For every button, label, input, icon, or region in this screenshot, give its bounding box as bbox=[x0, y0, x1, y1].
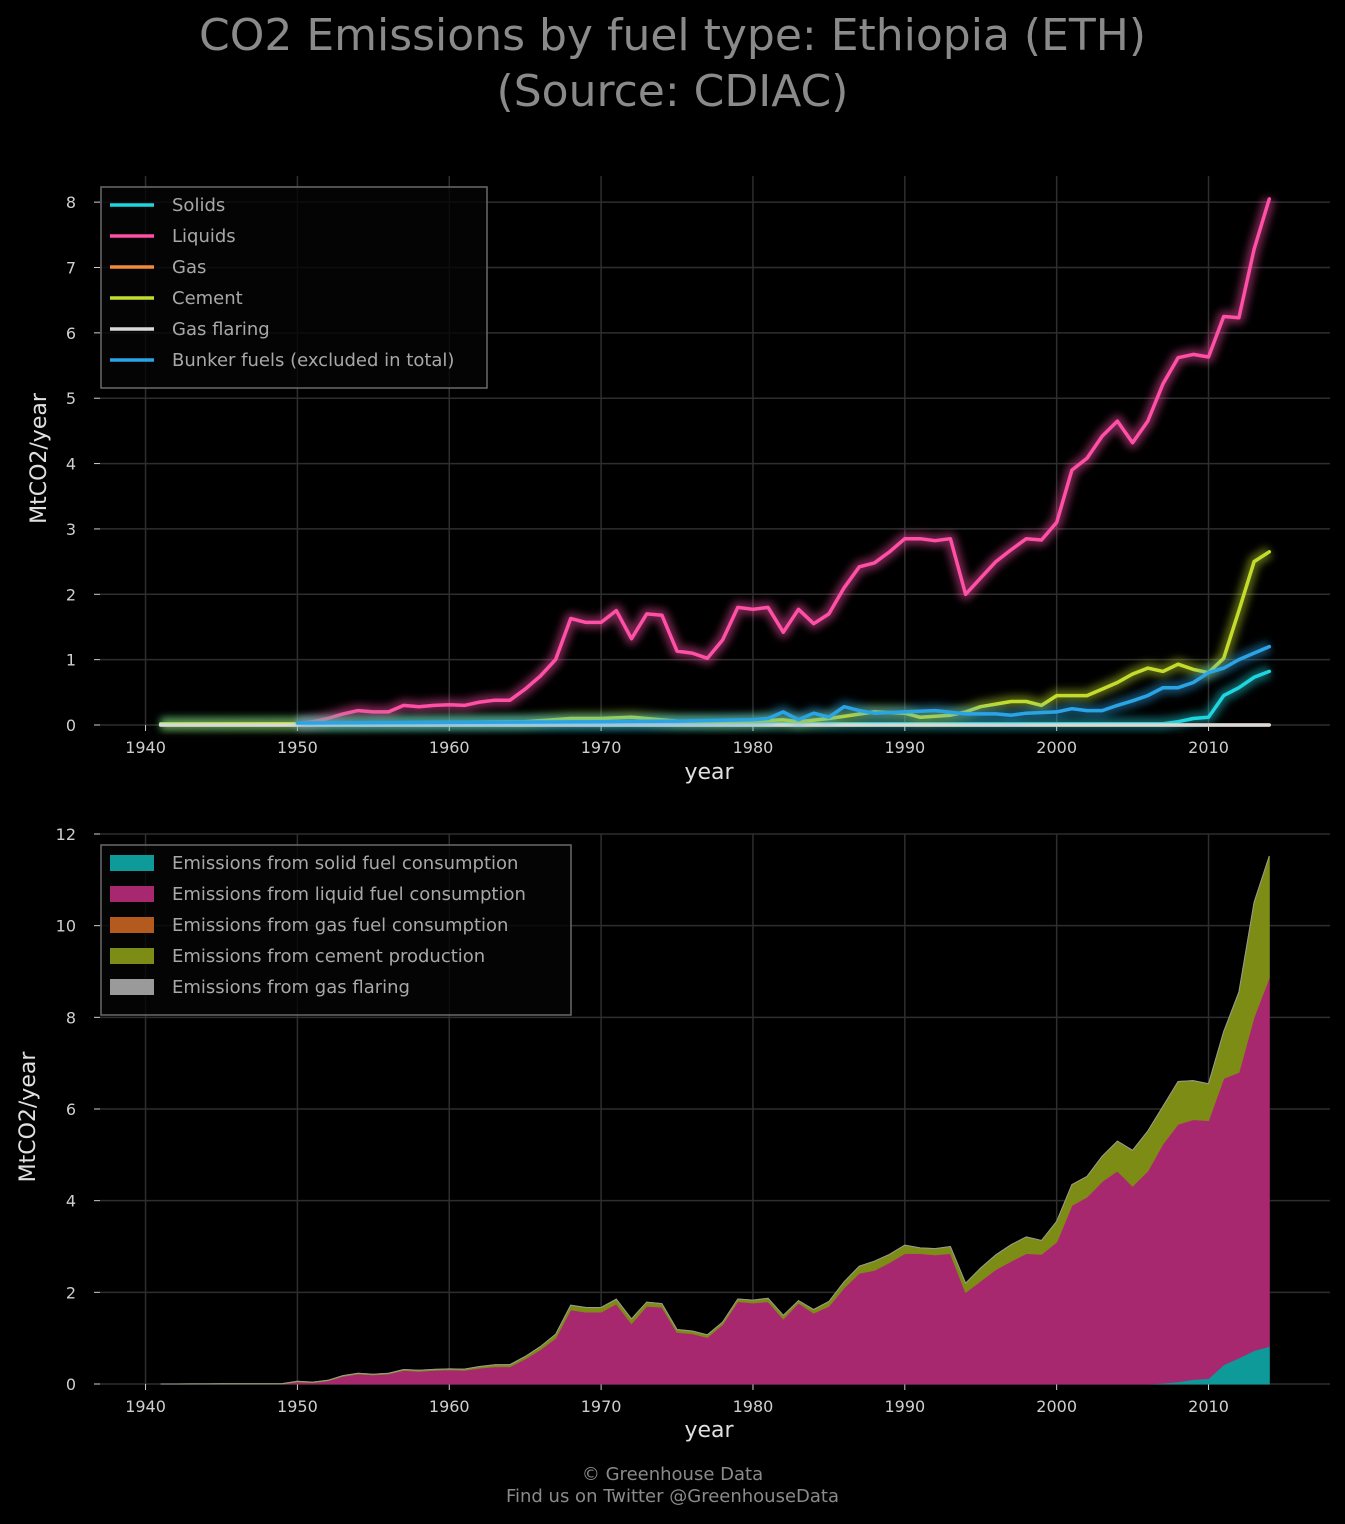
series-glow bbox=[160, 546, 1273, 731]
y-tick-label: 2 bbox=[66, 585, 76, 604]
x-tick-label: 1990 bbox=[884, 1397, 925, 1416]
x-tick-label: 2000 bbox=[1036, 738, 1077, 757]
legend-swatch bbox=[110, 917, 154, 933]
title-line-2: (Source: CDIAC) bbox=[496, 66, 849, 117]
x-tick-label: 1980 bbox=[733, 1397, 774, 1416]
x-tick-label: 1960 bbox=[429, 738, 470, 757]
line-chart-panel: 1940 1950 1960 1970 1980 1990 2000 2010 0 1 2 3 4 5 6 7… bbox=[27, 176, 1330, 785]
legend-label: Liquids bbox=[172, 226, 236, 247]
legend-swatch bbox=[110, 948, 154, 964]
x-tick-label: 2010 bbox=[1188, 738, 1229, 757]
x-tick-label: 1980 bbox=[733, 738, 774, 757]
x-axis-label: year bbox=[684, 1418, 734, 1443]
y-tick-label: 2 bbox=[66, 1283, 76, 1302]
series-line bbox=[295, 644, 1272, 725]
chart-title: CO2 Emissions by fuel type: Ethiopia (ET… bbox=[0, 8, 1345, 120]
y-tick-label: 8 bbox=[66, 193, 76, 212]
y-tick-label: 3 bbox=[66, 520, 76, 539]
x-tick-label: 2000 bbox=[1036, 1397, 1077, 1416]
y-tick-label: 0 bbox=[66, 716, 76, 735]
legend-box bbox=[100, 844, 572, 1016]
axes: 1940 1950 1960 1970 1980 1990 2000 2010 0 2 4 6 8 10 1… bbox=[16, 825, 1229, 1443]
series-line bbox=[158, 550, 1272, 727]
y-tick-label: 1 bbox=[66, 651, 76, 670]
y-tick-label: 4 bbox=[66, 1192, 76, 1211]
series-line bbox=[295, 197, 1272, 726]
footer: © Greenhouse Data Find us on Twitter @Gr… bbox=[0, 1464, 1345, 1508]
legend-label: Emissions from gas fuel consumption bbox=[172, 915, 508, 936]
title-line-1: CO2 Emissions by fuel type: Ethiopia (ET… bbox=[198, 10, 1146, 61]
y-tick-label: 12 bbox=[56, 825, 76, 844]
legend-swatch bbox=[110, 886, 154, 902]
legend: Emissions from solid fuel consumption Emi… bbox=[100, 844, 572, 1016]
y-tick-label: 6 bbox=[66, 1100, 76, 1119]
legend-label: Emissions from liquid fuel consumption bbox=[172, 884, 526, 905]
footer-twitter: Find us on Twitter @GreenhouseData bbox=[505, 1486, 840, 1507]
x-tick-label: 1960 bbox=[429, 1397, 470, 1416]
legend-label: Emissions from gas flaring bbox=[172, 977, 410, 998]
y-tick-label: 8 bbox=[66, 1008, 76, 1027]
legend-box bbox=[100, 186, 488, 389]
x-tick-label: 1940 bbox=[125, 738, 166, 757]
legend: Solids Liquids Gas Cement Gas flaring Bunker … bbox=[100, 186, 488, 389]
y-tick-label: 10 bbox=[56, 917, 76, 936]
legend-label: Solids bbox=[172, 195, 225, 216]
x-tick-label: 1970 bbox=[581, 738, 622, 757]
legend-label: Gas bbox=[172, 257, 206, 278]
x-tick-label: 1950 bbox=[277, 1397, 318, 1416]
footer-copyright: © Greenhouse Data bbox=[581, 1464, 764, 1485]
grid bbox=[100, 176, 1330, 726]
y-tick-label: 4 bbox=[66, 455, 76, 474]
legend-label: Emissions from cement production bbox=[172, 946, 485, 967]
x-tick-label: 1940 bbox=[125, 1397, 166, 1416]
legend-label: Cement bbox=[172, 288, 243, 309]
y-axis-label: MtCO2/year bbox=[27, 392, 52, 524]
series-area bbox=[160, 855, 1270, 1385]
x-tick-label: 2010 bbox=[1188, 1397, 1229, 1416]
y-tick-label: 7 bbox=[66, 259, 76, 278]
x-tick-label: 1990 bbox=[884, 738, 925, 757]
y-axis-label: MtCO2/year bbox=[16, 1051, 41, 1183]
legend-label: Emissions from solid fuel consumption bbox=[172, 853, 518, 874]
series-areas bbox=[160, 855, 1270, 1385]
legend-swatch bbox=[110, 855, 154, 871]
legend-label: Bunker fuels (excluded in total) bbox=[172, 350, 454, 371]
axes: 1940 1950 1960 1970 1980 1990 2000 2010 0 1 2 3 4 5 6 7… bbox=[27, 193, 1229, 785]
x-axis-label: year bbox=[684, 760, 734, 785]
series-lines bbox=[158, 197, 1276, 731]
y-tick-label: 0 bbox=[66, 1375, 76, 1394]
x-tick-label: 1950 bbox=[277, 738, 318, 757]
y-tick-label: 5 bbox=[66, 389, 76, 408]
y-tick-label: 6 bbox=[66, 324, 76, 343]
x-tick-label: 1970 bbox=[581, 1397, 622, 1416]
stacked-area-chart-panel: 1940 1950 1960 1970 1980 1990 2000 2010 0 2 4 6 8 10 1… bbox=[16, 825, 1330, 1443]
legend-swatch bbox=[110, 979, 154, 995]
legend-label: Gas flaring bbox=[172, 319, 270, 340]
